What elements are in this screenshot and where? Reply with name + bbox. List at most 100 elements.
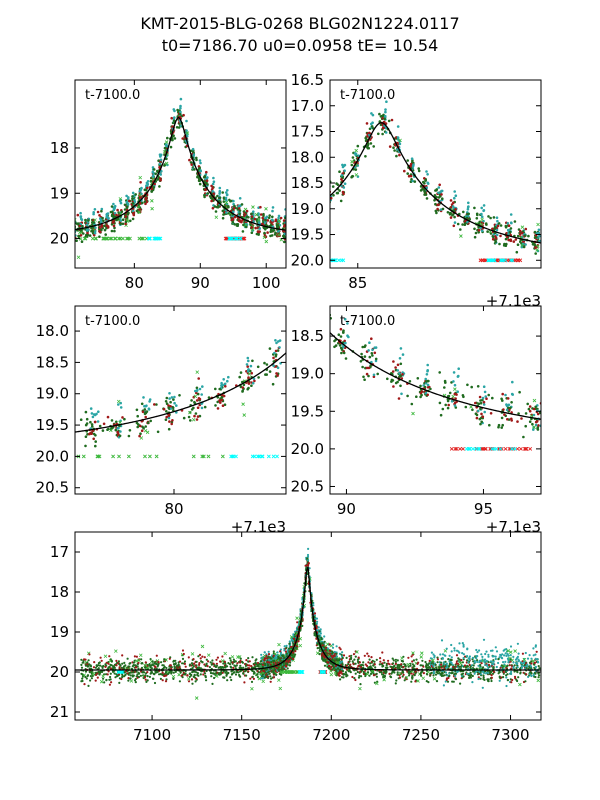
data-point-x xyxy=(453,387,457,391)
data-point xyxy=(80,240,84,243)
data-point xyxy=(511,393,514,396)
limit-point xyxy=(126,454,131,459)
data-point xyxy=(142,396,145,399)
x-tick-label: 90 xyxy=(337,500,356,518)
data-point xyxy=(558,415,561,418)
data-point xyxy=(504,224,508,228)
data-point xyxy=(143,200,147,203)
data-point xyxy=(93,208,97,211)
data-point xyxy=(466,383,469,387)
data-point xyxy=(284,650,288,653)
data-point xyxy=(238,375,241,379)
data-point xyxy=(309,310,312,313)
data-point xyxy=(129,671,132,674)
data-point xyxy=(276,349,280,352)
data-point xyxy=(169,145,173,149)
data-point xyxy=(509,213,513,216)
data-point xyxy=(121,654,124,657)
data-point xyxy=(233,223,236,226)
data-point-x xyxy=(114,649,118,653)
y-tick-label: 19.0 xyxy=(36,385,69,403)
data-point xyxy=(98,230,101,233)
data-point xyxy=(482,400,486,404)
data-point xyxy=(247,216,250,219)
data-point xyxy=(110,659,113,663)
data-point-x xyxy=(290,222,293,225)
data-point xyxy=(173,137,177,140)
data-point xyxy=(91,415,95,419)
data-point xyxy=(558,406,561,409)
data-point xyxy=(214,404,217,407)
data-point xyxy=(146,421,150,425)
data-point xyxy=(309,312,312,315)
data-point xyxy=(438,183,442,187)
data-point xyxy=(479,422,482,426)
limit-point xyxy=(467,446,471,451)
data-point xyxy=(247,386,250,390)
data-point xyxy=(400,392,403,396)
data-point xyxy=(303,353,306,356)
axes-frame xyxy=(74,79,287,269)
data-point xyxy=(524,234,527,237)
data-point xyxy=(477,231,481,234)
data-point xyxy=(559,438,562,441)
y-tick-label: 18.5 xyxy=(291,327,324,345)
data-point xyxy=(388,145,392,148)
data-point xyxy=(356,144,360,148)
y-tick-label: 18.5 xyxy=(291,174,324,192)
data-point xyxy=(343,163,347,167)
data-point xyxy=(453,383,457,387)
data-point xyxy=(98,424,102,428)
data-point xyxy=(193,414,196,418)
data-point xyxy=(84,435,88,439)
data-point xyxy=(69,438,72,441)
data-point xyxy=(508,230,512,234)
data-point xyxy=(363,378,366,382)
data-point xyxy=(339,678,342,681)
data-point xyxy=(179,97,183,101)
data-point xyxy=(144,415,147,419)
data-point xyxy=(157,159,160,162)
data-point xyxy=(423,190,427,194)
data-point xyxy=(398,372,401,375)
data-point xyxy=(506,222,510,225)
data-point xyxy=(291,354,294,357)
limit-point xyxy=(141,236,145,241)
data-point xyxy=(534,252,537,255)
data-point xyxy=(238,212,241,216)
data-point xyxy=(266,231,269,234)
data-point-x xyxy=(325,197,328,200)
data-point xyxy=(186,134,189,138)
data-point xyxy=(454,194,458,197)
data-point xyxy=(314,314,317,317)
data-point xyxy=(468,217,472,221)
data-point xyxy=(413,180,417,183)
data-point xyxy=(457,367,461,371)
data-point xyxy=(456,375,460,378)
data-point xyxy=(97,664,100,667)
data-point xyxy=(480,412,483,416)
data-point xyxy=(140,429,144,433)
data-point xyxy=(97,667,100,670)
y-tick-label: 17.5 xyxy=(291,123,324,141)
data-point xyxy=(499,224,503,227)
data-point xyxy=(93,661,96,664)
limit-point xyxy=(90,236,95,241)
data-point-x xyxy=(247,372,252,376)
data-point xyxy=(317,626,320,629)
data-point xyxy=(489,216,492,220)
data-point xyxy=(453,196,456,200)
data-point xyxy=(483,410,487,414)
data-point xyxy=(549,246,552,249)
data-point xyxy=(553,223,556,226)
data-point xyxy=(326,647,329,650)
data-point xyxy=(176,108,179,112)
data-point xyxy=(218,399,221,402)
data-point xyxy=(443,379,447,383)
data-point xyxy=(516,234,520,238)
data-point xyxy=(261,216,265,220)
data-point xyxy=(165,410,168,413)
data-point xyxy=(565,408,568,411)
data-point xyxy=(86,674,90,677)
data-point xyxy=(146,186,149,190)
